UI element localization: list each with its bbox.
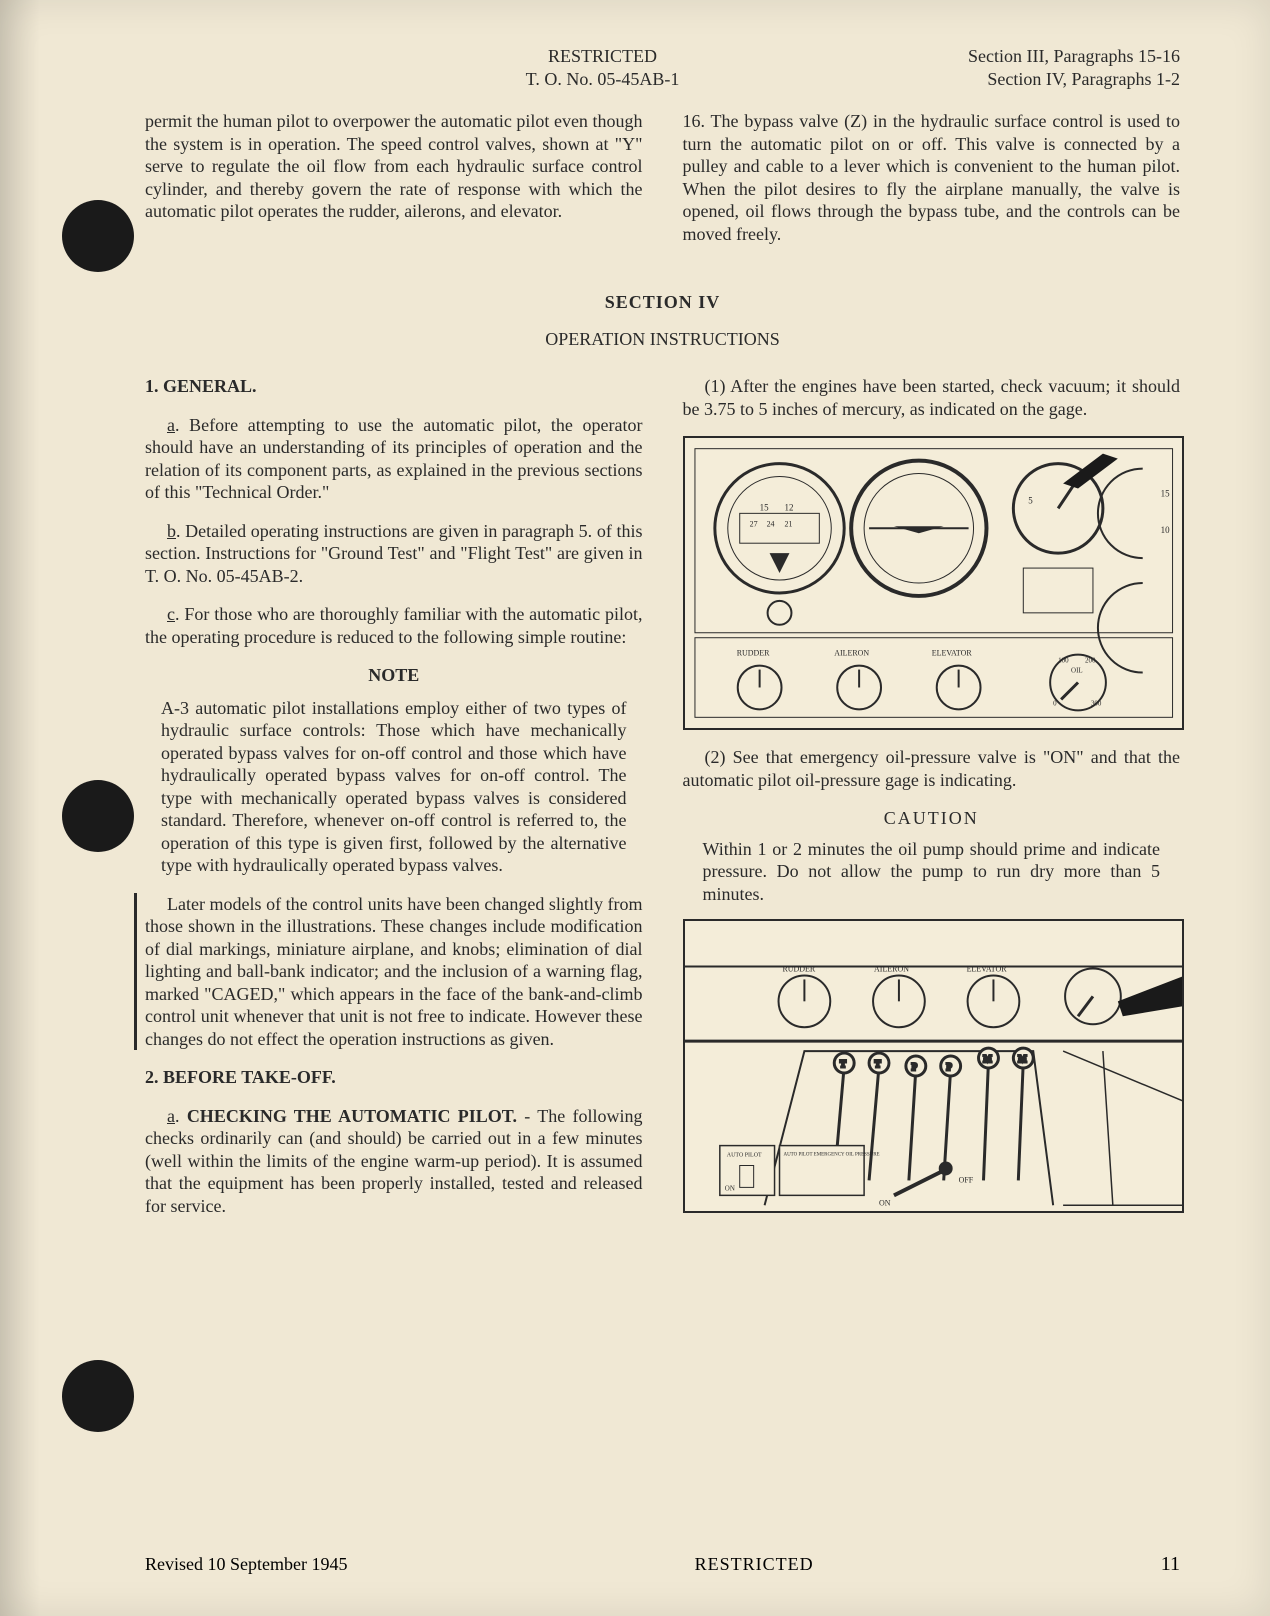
vac-5: 5 [1028, 495, 1033, 505]
oil-300: 300 [1090, 699, 1101, 707]
dash-rudder-label: RUDDER [782, 964, 815, 973]
elevator-label: ELEVATOR [931, 649, 972, 658]
revision-bar: Later models of the control units have b… [134, 893, 643, 1051]
para-1b: b. Detailed operating instructions are g… [145, 520, 643, 588]
compass-15: 15 [759, 502, 768, 512]
aileron-label: AILERON [834, 649, 869, 658]
svg-text:T: T [875, 1059, 881, 1069]
para-16: 16. The bypass valve (Z) in the hydrauli… [683, 110, 1181, 245]
oil-200: 200 [1084, 657, 1095, 665]
page-header: RESTRICTED T. O. No. 05-45AB-1 Section I… [145, 45, 1180, 90]
switch-on-label: ON [724, 1184, 734, 1192]
oil-label: OIL [1071, 667, 1083, 675]
caution-heading: CAUTION [683, 807, 1181, 830]
svg-text:P: P [946, 1062, 951, 1072]
instrument-panel-svg: 27 24 21 15 12 [685, 438, 1183, 728]
svg-text:P: P [911, 1062, 916, 1072]
figure-1-panel: 27 24 21 15 12 [683, 436, 1185, 730]
rudder-label: RUDDER [736, 649, 769, 658]
header-left [145, 45, 345, 90]
letter-a: a [167, 415, 175, 435]
label-2-before-takeoff: 2. BEFORE TAKE-OFF. [145, 1067, 336, 1087]
vac-10: 10 [1160, 525, 1169, 535]
page-footer: Revised 10 September 1945 RESTRICTED 11 [145, 1553, 1180, 1576]
switch-off: OFF [958, 1175, 973, 1184]
note-body-2: Later models of the control units have b… [145, 893, 643, 1051]
binding-hole-icon [62, 780, 134, 852]
top-right-col: 16. The bypass valve (Z) in the hydrauli… [683, 110, 1181, 261]
left-col: 1. GENERAL. a. Before attempting to use … [145, 375, 643, 1233]
header-sect-iv: Section IV, Paragraphs 1-2 [860, 68, 1180, 91]
footer-restricted: RESTRICTED [347, 1554, 1160, 1575]
oil-0: 0 [1053, 699, 1057, 707]
header-restricted: RESTRICTED [345, 45, 860, 68]
content-area: RESTRICTED T. O. No. 05-45AB-1 Section I… [145, 45, 1180, 1571]
header-to-no: T. O. No. 05-45AB-1 [345, 68, 860, 91]
top-columns: permit the human pilot to overpower the … [145, 110, 1180, 261]
page: RESTRICTED T. O. No. 05-45AB-1 Section I… [0, 0, 1270, 1616]
compass-21: 21 [784, 519, 792, 528]
dash-elevator-label: ELEVATOR [966, 964, 1007, 973]
para-r1: (1) After the engines have been started,… [683, 375, 1181, 420]
para-1c: c. For those who are thoroughly familiar… [145, 603, 643, 648]
para-1a: a. Before attempting to use the automati… [145, 414, 643, 504]
emergency-label: AUTO PILOT EMERGENCY OIL PRESSURE [783, 1153, 879, 1158]
para-1b-text: Detailed operating instructions are give… [145, 521, 643, 586]
label-1-general: 1. GENERAL. [145, 376, 257, 396]
para-2a-label: CHECKING THE AUTOMATIC PILOT. [187, 1106, 517, 1126]
binding-hole-icon [62, 1360, 134, 1432]
oil-100: 100 [1058, 657, 1069, 665]
figure-2-cockpit: RUDDER AILERON ELEVATOR [683, 919, 1185, 1213]
section-iv-heading: SECTION IV [145, 291, 1180, 314]
cockpit-svg: RUDDER AILERON ELEVATOR [685, 921, 1183, 1211]
top-left-col: permit the human pilot to overpower the … [145, 110, 643, 261]
para-1-label: 1. GENERAL. [145, 375, 643, 398]
figure-2-wrap: ➷ RUDDER [683, 919, 1181, 1213]
auto-pilot-label: AUTO PILOT [726, 1153, 761, 1159]
left-edge-shadow [0, 0, 40, 1616]
para-1a-text: Before attempting to use the automatic p… [145, 415, 643, 503]
note-body-1: A-3 automatic pilot installations employ… [161, 697, 627, 877]
para-2a: a. CHECKING THE AUTOMATIC PILOT. - The f… [145, 1105, 643, 1218]
footer-revised: Revised 10 September 1945 [145, 1554, 347, 1575]
main-columns: 1. GENERAL. a. Before attempting to use … [145, 375, 1180, 1233]
compass-24: 24 [766, 519, 774, 528]
switch-on-2: ON [879, 1198, 891, 1207]
para-15-cont: permit the human pilot to overpower the … [145, 110, 643, 223]
compass-12: 12 [784, 502, 793, 512]
para-r2: (2) See that emergency oil-pressure valv… [683, 746, 1181, 791]
note-heading: NOTE [145, 664, 643, 687]
para-2-label: 2. BEFORE TAKE-OFF. [145, 1066, 643, 1089]
dash-aileron-label: AILERON [874, 964, 909, 973]
svg-text:M: M [983, 1054, 991, 1064]
header-sect-iii: Section III, Paragraphs 15-16 [860, 45, 1180, 68]
svg-text:T: T [840, 1059, 846, 1069]
svg-text:M: M [1018, 1054, 1026, 1064]
vac-15: 15 [1160, 488, 1169, 498]
header-right: Section III, Paragraphs 15-16 Section IV… [860, 45, 1180, 90]
letter-b: b [167, 521, 176, 541]
para-1c-text: For those who are thoroughly familiar wi… [145, 604, 643, 647]
section-iv-subheading: OPERATION INSTRUCTIONS [145, 328, 1180, 351]
figure-1-wrap: ➷ 27 24 21 15 [683, 436, 1181, 730]
header-center: RESTRICTED T. O. No. 05-45AB-1 [345, 45, 860, 90]
letter-c: c [167, 604, 175, 624]
letter-a2: a [167, 1106, 175, 1126]
caution-body: Within 1 or 2 minutes the oil pump shoul… [703, 838, 1161, 906]
page-number: 11 [1161, 1553, 1180, 1576]
compass-27: 27 [749, 519, 757, 528]
binding-hole-icon [62, 200, 134, 272]
right-col: (1) After the engines have been started,… [683, 375, 1181, 1233]
